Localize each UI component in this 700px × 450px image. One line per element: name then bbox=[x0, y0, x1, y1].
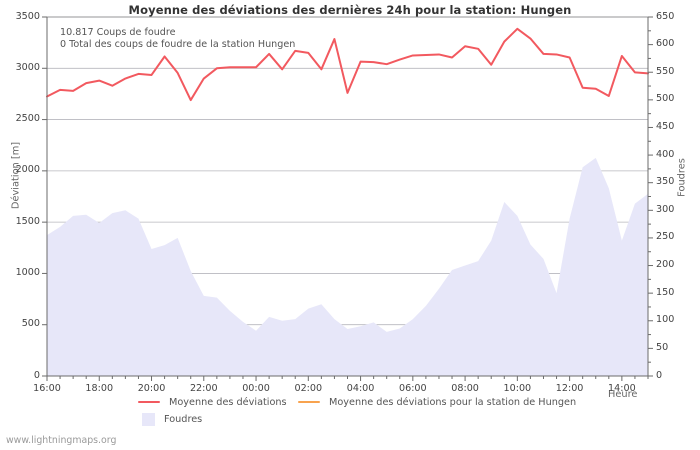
legend-swatch-station-line bbox=[298, 400, 320, 404]
legend-swatch-strikes-area bbox=[142, 412, 155, 426]
y-tick-label-right: 550 bbox=[656, 65, 675, 77]
deviation-mean-line bbox=[46, 27, 649, 102]
y-tick-label-right: 50 bbox=[656, 341, 669, 353]
footer-attribution: www.lightningmaps.org bbox=[6, 435, 117, 446]
y-tick-label-left: 2500 bbox=[15, 113, 40, 125]
x-tick-label: 18:00 bbox=[85, 383, 114, 394]
y-tick-label-right: 300 bbox=[656, 203, 675, 215]
legend-label-strikes: Foudres bbox=[164, 413, 203, 425]
legend-swatch-deviation-line bbox=[138, 400, 160, 404]
y-tick-label-right: 250 bbox=[656, 231, 675, 243]
x-tick-label: 06:00 bbox=[398, 383, 427, 394]
y-tick-label-left: 2000 bbox=[15, 164, 40, 176]
y-tick-label-right: 100 bbox=[656, 314, 675, 326]
chart-legend: Moyenne des déviations Moyenne des dévia… bbox=[0, 395, 700, 431]
y-axis-left-label: Déviation [m] bbox=[10, 141, 22, 210]
y-axis-right-label: Foudres bbox=[676, 158, 688, 197]
chart-title: Moyenne des déviations des dernières 24h… bbox=[128, 3, 572, 17]
annotation-station-strikes: 0 Total des coups de foudre de la statio… bbox=[60, 39, 296, 50]
x-tick-label: 04:00 bbox=[346, 383, 375, 394]
legend-item-strikes[interactable]: Foudres bbox=[138, 412, 202, 426]
x-axis-label: Heure bbox=[608, 389, 638, 400]
x-tick-label: 20:00 bbox=[137, 383, 166, 394]
y-tick-label-left: 0 bbox=[33, 369, 40, 381]
x-tick-label: 02:00 bbox=[294, 383, 323, 394]
x-tick-label: 22:00 bbox=[189, 383, 218, 394]
legend-item-deviation-mean[interactable]: Moyenne des déviations bbox=[138, 395, 287, 409]
x-tick-label: 12:00 bbox=[555, 383, 584, 394]
legend-label-station-mean: Moyenne des déviations pour la station d… bbox=[329, 396, 577, 408]
y-tick-label-right: 450 bbox=[656, 120, 675, 132]
y-tick-label-right: 500 bbox=[656, 93, 675, 105]
y-tick-label-left: 1500 bbox=[15, 215, 40, 227]
y-tick-label-left: 3000 bbox=[15, 61, 40, 73]
y-tick-label-right: 150 bbox=[656, 286, 675, 298]
y-tick-label-left: 1000 bbox=[15, 266, 40, 278]
x-tick-label: 16:00 bbox=[33, 383, 61, 394]
legend-item-station-mean[interactable]: Moyenne des déviations pour la station d… bbox=[298, 395, 576, 409]
annotation-total-strikes: 10.817 Coups de foudre bbox=[60, 27, 176, 38]
x-tick-label: 08:00 bbox=[451, 383, 479, 394]
y-tick-label-left: 3500 bbox=[15, 10, 40, 22]
x-tick-label: 10:00 bbox=[503, 383, 532, 394]
legend-label-deviation-mean: Moyenne des déviations bbox=[169, 396, 287, 408]
y-tick-label-right: 350 bbox=[656, 176, 675, 188]
y-tick-label-right: 600 bbox=[656, 38, 675, 50]
x-tick-label: 14:00 bbox=[608, 383, 636, 394]
y-tick-label-right: 400 bbox=[656, 148, 675, 160]
y-tick-label-right: 200 bbox=[656, 259, 675, 271]
y-tick-label-right: 650 bbox=[656, 10, 675, 22]
y-tick-label-left: 500 bbox=[21, 318, 40, 330]
x-tick-label: 00:00 bbox=[242, 383, 270, 394]
strikes-area bbox=[47, 157, 648, 376]
y-tick-label-right: 0 bbox=[656, 369, 663, 381]
